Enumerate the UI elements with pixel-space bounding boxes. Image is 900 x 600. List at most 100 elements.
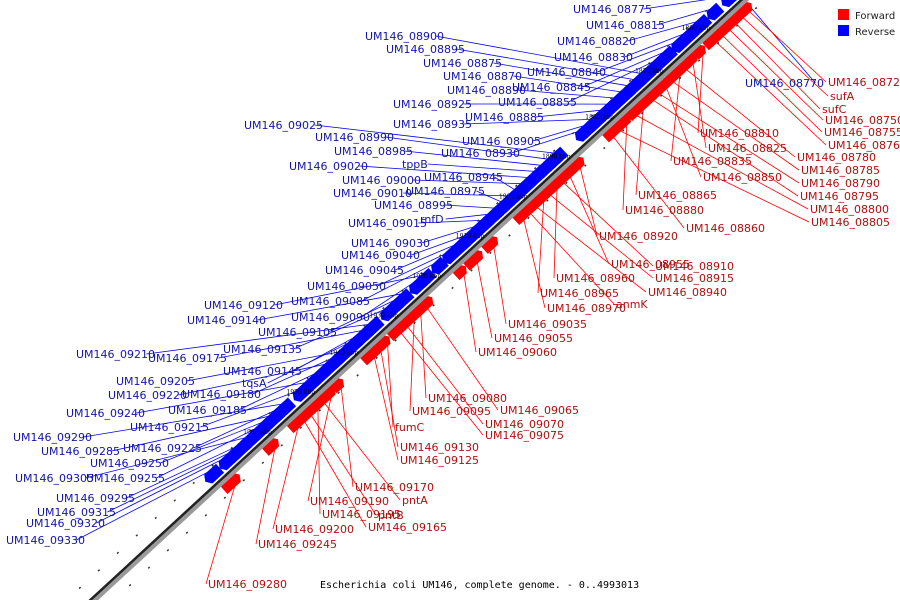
reverse-gene-label: UM146_08870 bbox=[443, 70, 522, 83]
feature-tick bbox=[413, 321, 416, 325]
reverse-leader-line bbox=[463, 119, 592, 125]
reverse-leader-line bbox=[293, 308, 386, 350]
forward-leader-line bbox=[686, 69, 796, 158]
feature-tick bbox=[211, 464, 214, 467]
forward-leader-line bbox=[374, 357, 399, 461]
forward-gene bbox=[385, 319, 407, 341]
reverse-gene-label: UM146_08895 bbox=[386, 43, 465, 56]
forward-leader-line bbox=[463, 274, 477, 353]
forward-gene-label: pntA bbox=[402, 494, 428, 507]
feature-tick bbox=[470, 269, 473, 272]
forward-gene-label: UM146_08750 bbox=[825, 114, 900, 127]
reverse-leader-line bbox=[403, 192, 509, 197]
forward-gene-label: UM146_09245 bbox=[258, 538, 337, 551]
feature-tick bbox=[697, 59, 701, 62]
tick-label: 1870 kbp bbox=[635, 68, 664, 75]
forward-gene-label: UM146_08880 bbox=[625, 204, 704, 217]
backbone-shadow bbox=[90, 0, 750, 600]
forward-leader-line bbox=[427, 308, 499, 411]
forward-leader-line bbox=[409, 320, 415, 412]
reverse-leader-line bbox=[178, 363, 326, 396]
reverse-leader-line bbox=[377, 253, 446, 287]
reverse-gene-label: UM146_09140 bbox=[187, 314, 266, 327]
feature-tick bbox=[344, 341, 347, 345]
reverse-leader-line bbox=[385, 136, 549, 160]
forward-leader-line bbox=[537, 201, 545, 294]
feature-tick bbox=[306, 376, 309, 380]
forward-gene-label: anmK bbox=[616, 298, 648, 311]
backbone-line bbox=[88, 0, 744, 600]
reverse-gene-label: UM146_09090 bbox=[291, 311, 370, 324]
reverse-leader-line bbox=[361, 281, 416, 318]
feature-tick bbox=[185, 531, 189, 534]
reverse-gene bbox=[409, 273, 432, 295]
forward-gene bbox=[260, 437, 280, 456]
forward-gene-label: UM146_08725 bbox=[828, 76, 900, 89]
reverse-gene-label: UM146_08945 bbox=[424, 171, 503, 184]
forward-leader-line bbox=[670, 75, 681, 162]
reverse-gene-label: UM146_09175 bbox=[148, 352, 227, 365]
forward-gene-label: sufC bbox=[822, 103, 847, 116]
reverse-leader-line bbox=[156, 428, 256, 479]
feature-tick bbox=[508, 234, 511, 237]
reverse-gene-label: UM146_09210 bbox=[76, 348, 155, 361]
forward-gene-label: fumC bbox=[395, 421, 425, 434]
forward-leader-line bbox=[272, 427, 299, 530]
reverse-gene-label: UM146_08845 bbox=[512, 81, 591, 94]
reverse-gene-label: UM146_09105 bbox=[258, 326, 337, 339]
feature-tick bbox=[640, 111, 644, 115]
reverse-leader-line bbox=[513, 75, 622, 93]
reverse-gene-label: UM146_09000 bbox=[342, 174, 421, 187]
forward-leader-line bbox=[735, 23, 821, 110]
feature-tick bbox=[337, 391, 340, 395]
feature-tick bbox=[546, 199, 549, 202]
legend-reverse-swatch bbox=[838, 25, 849, 36]
forward-gene-label: UM146_08780 bbox=[797, 151, 876, 164]
reverse-gene bbox=[692, 14, 713, 34]
reverse-leader-line bbox=[624, 33, 685, 58]
reverse-leader-line bbox=[535, 109, 602, 118]
reverse-gene bbox=[731, 0, 737, 1]
forward-leader-line bbox=[553, 188, 558, 279]
reverse-gene-label: UM146_09250 bbox=[90, 457, 169, 470]
feature-tick bbox=[223, 496, 227, 499]
reverse-gene-label: UM146_08985 bbox=[334, 145, 413, 158]
forward-gene-label: UM146_08860 bbox=[686, 222, 765, 235]
reverse-leader-line bbox=[252, 357, 333, 395]
forward-gene-label: UM146_08835 bbox=[673, 155, 752, 168]
reverse-gene-label: UM146_09285 bbox=[41, 445, 120, 458]
reverse-leader-line bbox=[186, 351, 339, 382]
reverse-gene-label: UM146_09085 bbox=[291, 295, 370, 308]
reverse-leader-line bbox=[111, 415, 270, 452]
reverse-leader-line bbox=[160, 421, 263, 464]
forward-gene-label: UM146_09200 bbox=[275, 523, 354, 536]
forward-gene-label: UM146_08760 bbox=[828, 139, 900, 152]
reverse-gene-label: UM146_09120 bbox=[204, 299, 283, 312]
reverse-gene-label: UM146_09205 bbox=[116, 375, 195, 388]
reverse-gene-label: tqsA bbox=[242, 377, 267, 390]
tick-label: 1860 kbp bbox=[682, 25, 711, 32]
forward-gene bbox=[479, 235, 499, 254]
feature-tick bbox=[451, 286, 454, 290]
reverse-leader-line bbox=[627, 21, 698, 42]
forward-leader-line bbox=[255, 449, 276, 545]
feature-tick bbox=[565, 181, 568, 185]
reverse-leader-line bbox=[597, 42, 675, 73]
reverse-leader-line bbox=[444, 204, 495, 209]
forward-gene-label: UM146_09190 bbox=[310, 495, 389, 508]
feature-tick bbox=[666, 44, 670, 48]
reverse-leader-line bbox=[146, 324, 369, 355]
feature-tick bbox=[173, 499, 176, 502]
reverse-leader-line bbox=[76, 470, 210, 541]
legend-reverse-label: Reverse bbox=[855, 27, 895, 38]
reverse-gene bbox=[671, 37, 687, 53]
reverse-leader-line bbox=[328, 299, 396, 333]
reverse-leader-line bbox=[421, 226, 476, 244]
reverse-gene-label: UM146_08775 bbox=[573, 3, 652, 16]
feature-tick bbox=[584, 164, 587, 167]
reverse-leader-line bbox=[456, 48, 635, 80]
reverse-gene-label: UM146_09020 bbox=[289, 160, 368, 173]
forward-gene bbox=[219, 472, 241, 494]
feature-tick bbox=[318, 409, 321, 412]
